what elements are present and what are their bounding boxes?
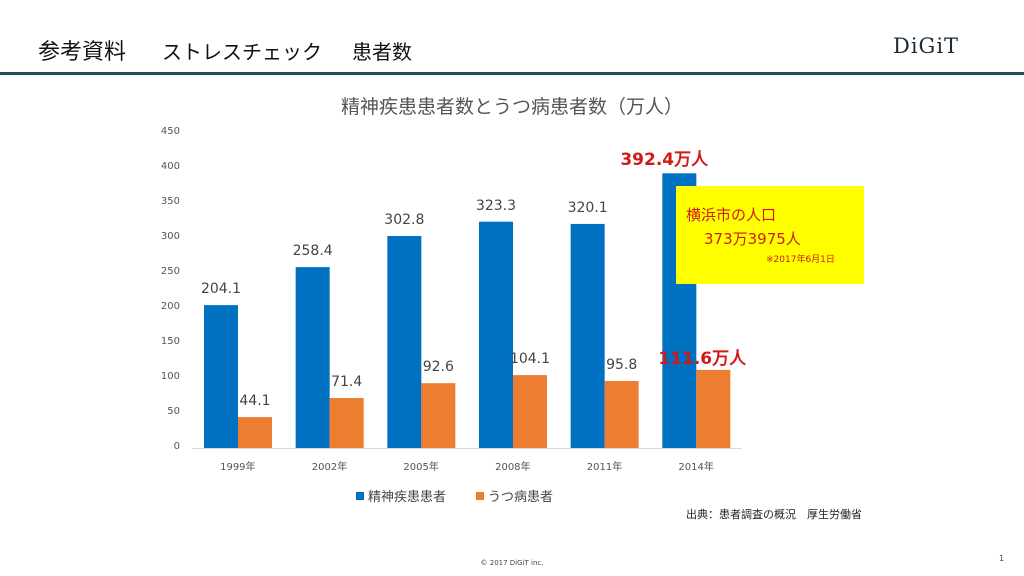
bar-depression [696, 369, 731, 448]
y-tick-label: 100 [160, 371, 180, 382]
data-label: 71.4 [331, 374, 363, 391]
data-label: 95.8 [606, 356, 638, 373]
bar-depression [513, 375, 547, 448]
x-tick-label: 2005年 [403, 462, 439, 473]
y-tick-label: 400 [160, 161, 180, 172]
data-label: 92.6 [422, 359, 454, 376]
data-label: 302.8 [384, 212, 425, 229]
legend-swatch-mental [356, 491, 364, 500]
page-number: 1 [999, 554, 1005, 563]
chart-title: 精神疾患患者数とうつ病患者数（万人） [340, 96, 683, 118]
bar-mental [570, 223, 605, 448]
data-label: 44.1 [239, 393, 271, 410]
y-tick-label: 200 [160, 301, 180, 312]
x-tick-label: 2011年 [586, 462, 623, 473]
y-tick-label: 0 [173, 441, 180, 452]
bar-depression [421, 383, 456, 448]
data-label: 104.1 [509, 351, 551, 368]
bar-depression [238, 417, 272, 448]
y-tick-label: 50 [167, 406, 180, 417]
callout-line-2: 373万3975人 [704, 230, 801, 248]
copyright-footer: © 2017 DiGiT inc. [480, 559, 544, 567]
legend-label-depression: うつ病患者 [488, 490, 554, 505]
bar-depression [604, 380, 639, 448]
bar-mental [204, 305, 238, 448]
brand-logo: DiGiT [893, 34, 960, 58]
population-callout: 横浜市の人口 373万3975人 ※2017年6月1日 [676, 186, 864, 284]
y-tick-label: 150 [160, 336, 180, 347]
data-label: 320.1 [567, 199, 608, 216]
data-label: 111.6万人 [658, 348, 747, 369]
y-tick-label: 300 [160, 231, 180, 242]
x-tick-label: 1999年 [220, 462, 256, 473]
x-tick-label: 2002年 [311, 462, 348, 473]
header-title: 参考資料 [38, 40, 127, 65]
legend-swatch-depression [476, 491, 484, 500]
legend-item-mental: 精神疾患患者 [356, 486, 446, 505]
source-note: 出典：患者調査の概況 厚生労働省 [686, 508, 862, 521]
bar-mental [295, 267, 330, 448]
header-subtitle-2: 患者数 [352, 40, 412, 64]
bar-mental [479, 221, 513, 448]
y-tick-label: 250 [160, 266, 180, 277]
y-tick-label: 450 [160, 126, 180, 137]
data-label: 204.1 [200, 281, 242, 298]
bar-depression [329, 398, 364, 448]
bar-mental [387, 236, 422, 448]
x-tick-label: 2008年 [495, 462, 531, 473]
data-label: 392.4万人 [620, 150, 709, 171]
legend-label-mental: 精神疾患患者 [368, 490, 447, 505]
y-tick-label: 350 [160, 196, 180, 207]
callout-line-1: 横浜市の人口 [686, 206, 777, 224]
data-label: 323.3 [475, 197, 517, 214]
callout-note: ※2017年6月1日 [766, 255, 835, 265]
header-rule [0, 72, 1024, 75]
data-label: 258.4 [292, 243, 333, 260]
header-subtitle: ストレスチェック [162, 40, 322, 64]
legend-item-depression: うつ病患者 [476, 486, 553, 505]
x-tick-label: 2014年 [678, 462, 714, 473]
